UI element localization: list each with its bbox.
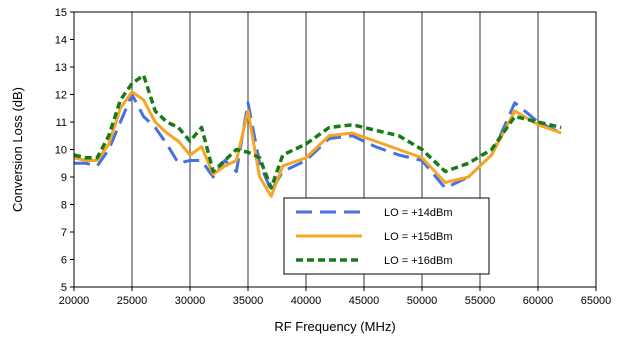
x-tick-label: 65000 bbox=[581, 295, 612, 307]
y-tick-label: 13 bbox=[55, 62, 67, 74]
y-tick-label: 7 bbox=[61, 227, 67, 239]
x-tick-label: 50000 bbox=[407, 295, 438, 307]
x-tick-label: 35000 bbox=[233, 295, 264, 307]
x-tick-label: 30000 bbox=[175, 295, 206, 307]
y-tick-label: 5 bbox=[61, 282, 67, 294]
y-tick-label: 8 bbox=[61, 200, 67, 212]
x-tick-label: 45000 bbox=[349, 295, 380, 307]
y-tick-label: 6 bbox=[61, 255, 67, 267]
x-tick-label: 60000 bbox=[523, 295, 554, 307]
y-tick-label: 11 bbox=[56, 117, 67, 129]
y-tick-label: 14 bbox=[55, 35, 67, 47]
y-axis-title: Conversion Loss (dB) bbox=[10, 87, 25, 212]
y-tick-label: 15 bbox=[55, 7, 67, 19]
legend: LO = +14dBm LO = +15dBm LO = +16dBm bbox=[283, 197, 490, 275]
x-axis-title: RF Frequency (MHz) bbox=[274, 319, 395, 334]
series-line-3 bbox=[73, 73, 562, 190]
y-tick-label: 12 bbox=[55, 90, 67, 102]
series-layer bbox=[73, 73, 562, 198]
legend-label-3: LO = +16dBm bbox=[384, 255, 453, 267]
series-line-2 bbox=[73, 90, 562, 198]
series-line-1 bbox=[74, 93, 562, 193]
x-tick-label: 20000 bbox=[59, 295, 90, 307]
axis-layer: 5 6 7 8 9 10 11 12 13 14 15 20000 25000 30000 35000 400… bbox=[55, 7, 612, 307]
x-tick-label: 40000 bbox=[291, 295, 322, 307]
legend-label-2: LO = +15dBm bbox=[384, 231, 453, 243]
x-tick-label: 25000 bbox=[117, 295, 148, 307]
x-tick-label: 55000 bbox=[465, 295, 496, 307]
y-tick-label: 10 bbox=[55, 145, 67, 157]
y-tick-label: 9 bbox=[61, 172, 67, 184]
legend-label-1: LO = +14dBm bbox=[384, 207, 453, 219]
